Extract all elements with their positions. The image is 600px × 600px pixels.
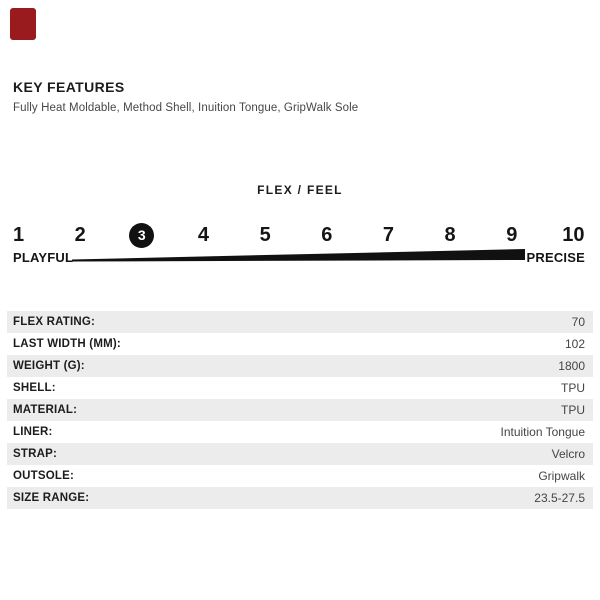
spec-label: SHELL: bbox=[13, 382, 56, 394]
flex-scale-number: 10 bbox=[562, 224, 585, 246]
spec-value: TPU bbox=[561, 403, 585, 417]
spec-row: LINER: Intuition Tongue bbox=[7, 421, 593, 443]
key-features-subtitle: Fully Heat Moldable, Method Shell, Inuit… bbox=[13, 102, 359, 114]
flex-scale-number: 1 bbox=[12, 224, 25, 246]
flex-feel-title: FLEX / FEEL bbox=[257, 183, 343, 197]
flex-scale-number: 4 bbox=[197, 224, 210, 246]
flex-scale-number: 2 bbox=[74, 224, 86, 246]
spec-row: OUTSOLE: Gripwalk bbox=[7, 465, 593, 487]
spec-row: MATERIAL: TPU bbox=[7, 399, 593, 421]
flex-scale-bar-row: PLAYFUL PRECISE bbox=[0, 249, 600, 265]
spec-value: 70 bbox=[571, 315, 585, 329]
spec-value: 102 bbox=[564, 337, 585, 351]
specs-table: FLEX RATING: 70 LAST WIDTH (MM): 102 WEIGHT … bbox=[7, 311, 593, 509]
key-features-section: KEY FEATURES Fully Heat Moldable, Method… bbox=[13, 79, 587, 115]
spec-row: LAST WIDTH (MM): 102 bbox=[7, 333, 593, 355]
spec-value: 1800 bbox=[558, 359, 585, 373]
flex-scale-number: 8 bbox=[444, 224, 456, 246]
key-features-title: KEY FEATURES bbox=[13, 79, 125, 95]
spec-row: SHELL: TPU bbox=[7, 377, 593, 399]
flex-scale-number: 7 bbox=[382, 224, 394, 246]
flex-scale-selected-number: 3 bbox=[129, 223, 155, 248]
spec-label: LAST WIDTH (MM): bbox=[13, 338, 121, 350]
spec-label: MATERIAL: bbox=[13, 404, 78, 416]
spec-row: STRAP: Velcro bbox=[7, 443, 593, 465]
spec-value: TPU bbox=[561, 381, 585, 395]
flex-scale-numbers: 1 2 3 4 5 6 7 8 9 10 bbox=[6, 223, 586, 248]
spec-label: FLEX RATING: bbox=[13, 316, 96, 328]
brand-logo-mark bbox=[10, 8, 36, 40]
flex-scale-number: 9 bbox=[506, 224, 518, 246]
spec-value: Intuition Tongue bbox=[500, 425, 585, 439]
spec-label: SIZE RANGE: bbox=[13, 492, 90, 504]
spec-value: Velcro bbox=[551, 447, 585, 461]
spec-row: SIZE RANGE: 23.5-27.5 bbox=[7, 487, 593, 509]
spec-value: Gripwalk bbox=[538, 469, 585, 483]
spec-value: 23.5-27.5 bbox=[534, 491, 585, 505]
flex-scale-number: 5 bbox=[259, 224, 271, 246]
flex-scale-min-label: PLAYFUL bbox=[13, 250, 74, 265]
spec-label: LINER: bbox=[13, 426, 53, 438]
spec-label: WEIGHT (G): bbox=[13, 360, 85, 372]
spec-label: OUTSOLE: bbox=[13, 470, 75, 482]
spec-label: STRAP: bbox=[13, 448, 58, 460]
spec-row: WEIGHT (G): 1800 bbox=[7, 355, 593, 377]
flex-scale-wedge-bar bbox=[72, 249, 525, 262]
flex-scale-max-label: PRECISE bbox=[526, 250, 585, 265]
spec-row: FLEX RATING: 70 bbox=[7, 311, 593, 333]
flex-scale-number: 6 bbox=[321, 224, 333, 246]
